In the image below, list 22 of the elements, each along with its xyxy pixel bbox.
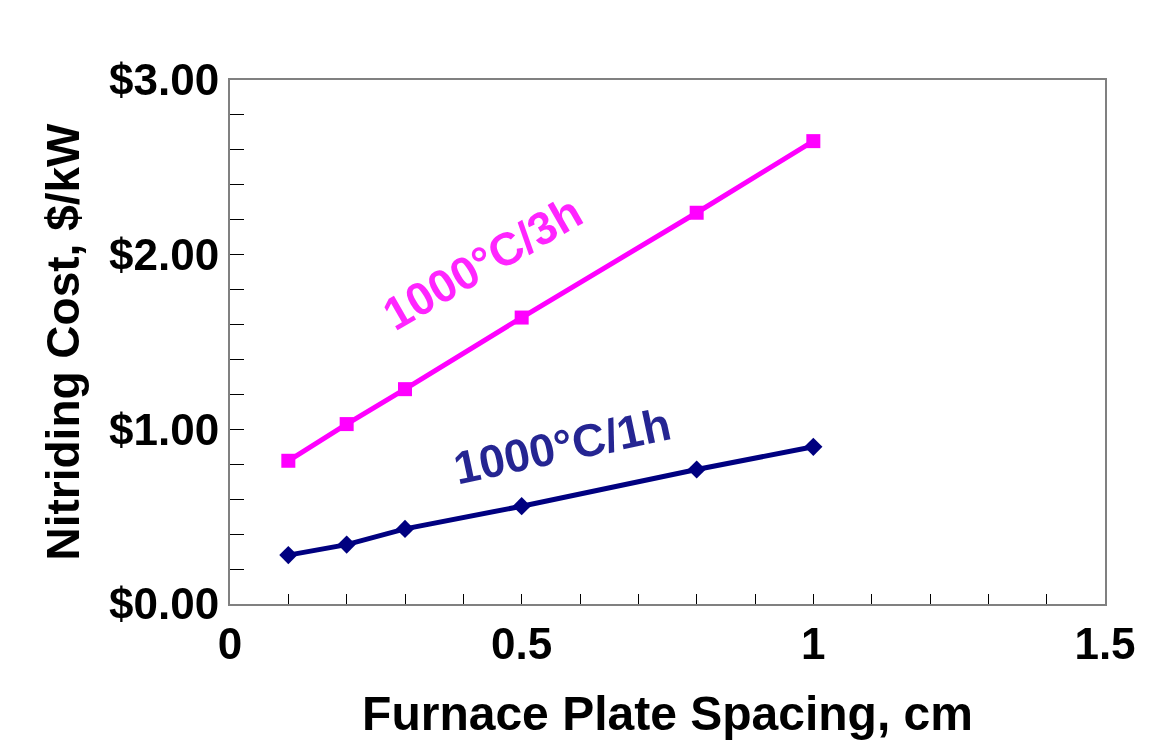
point	[279, 545, 298, 565]
point	[395, 519, 415, 538]
point	[806, 134, 821, 149]
text: 1000°C/1h	[448, 397, 676, 495]
y-tick-label: $3.00	[109, 55, 220, 105]
x-tick-label: 0.5	[491, 618, 553, 668]
point	[339, 417, 354, 432]
point	[689, 205, 704, 220]
y-tick-label: $0.00	[109, 579, 220, 629]
point	[281, 453, 296, 468]
point	[398, 382, 412, 397]
point	[687, 460, 706, 479]
x-axis-title: Furnace Plate Spacing, cm	[362, 687, 973, 741]
point	[804, 437, 823, 456]
y-tick-label: $1.00	[109, 404, 220, 454]
point	[337, 535, 356, 554]
x-tick-label: 1	[801, 618, 826, 668]
x-tick-label: 0	[217, 618, 243, 668]
point	[512, 497, 531, 516]
y-tick-label: $2.00	[109, 230, 220, 280]
y-axis-title: Nitriding Cost, $/kW	[36, 122, 89, 561]
x-tick-label: 1.5	[1074, 618, 1136, 668]
